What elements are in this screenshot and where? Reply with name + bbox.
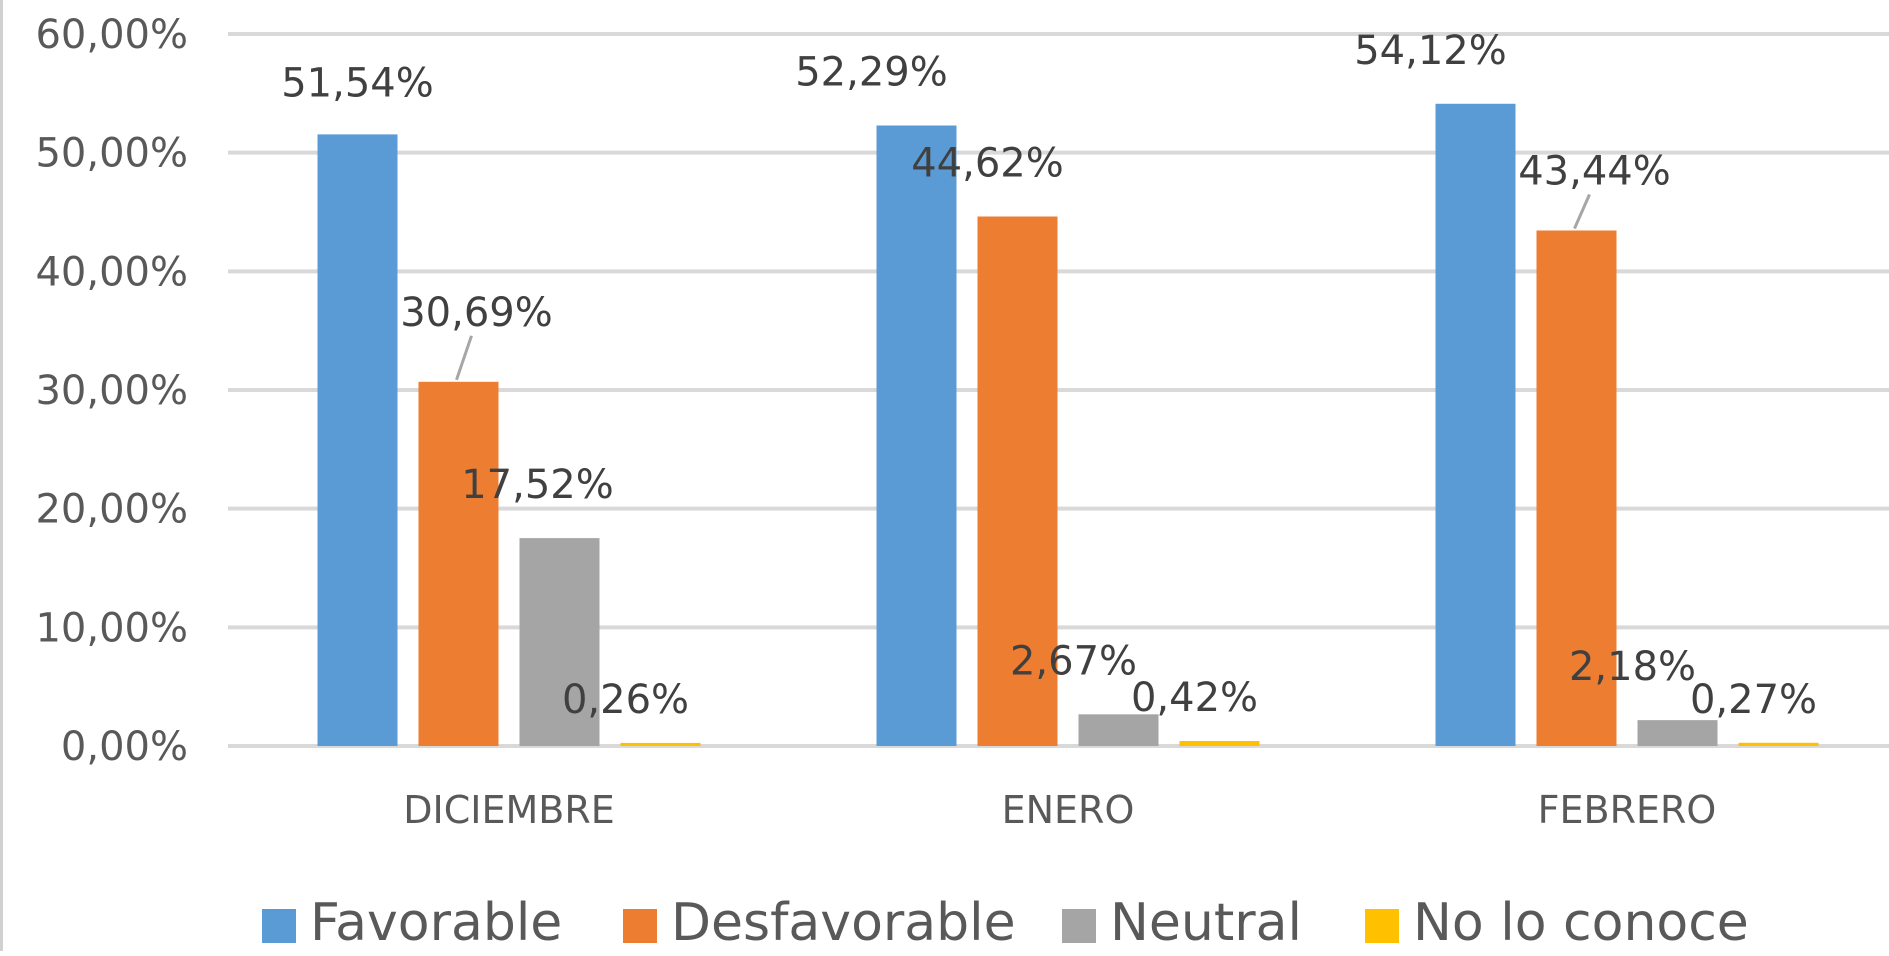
y-axis-ticks: 0,00% 10,00% 20,00% 30,00% 40,00% 50,00% 60,00… [35, 12, 188, 770]
legend-swatch [1062, 909, 1096, 943]
data-label: 43,44% [1518, 149, 1671, 195]
bar-no-lo-conoce-diciembre [620, 742, 701, 746]
data-label: 54,12% [1354, 28, 1507, 74]
x-category-label: ENERO [1002, 788, 1135, 832]
y-tick-label: 50,00% [35, 131, 188, 177]
bar-favorable-febrero [1435, 103, 1516, 746]
bar-no-lo-conoce-febrero [1738, 742, 1819, 746]
y-tick-label: 0,00% [61, 724, 188, 770]
data-label: 51,54% [281, 60, 434, 106]
data-label: 17,52% [461, 462, 614, 508]
data-label: 0,42% [1131, 675, 1258, 721]
data-label: 30,69% [400, 290, 553, 336]
data-label: 2,18% [1569, 644, 1696, 690]
data-label: 0,27% [1690, 677, 1817, 723]
bar-neutral-enero [1078, 714, 1159, 746]
bar-neutral-diciembre [519, 538, 600, 746]
legend-label: No lo conoce [1413, 893, 1749, 951]
bars [317, 103, 1819, 747]
x-category-label: DICIEMBRE [403, 788, 615, 832]
bar-neutral-febrero [1637, 720, 1718, 746]
data-labels: 51,54% 30,69% 17,52% 0,26% 52,29% 44,62% 2,67%… [281, 28, 1817, 723]
y-tick-label: 60,00% [35, 12, 188, 58]
gridlines [228, 32, 1889, 748]
legend-label: Favorable [310, 893, 562, 951]
legend-swatch [1365, 909, 1399, 943]
legend-swatch [623, 909, 657, 943]
legend-label: Neutral [1110, 893, 1302, 951]
bar-desfavorable-enero [977, 216, 1058, 746]
left-border [0, 0, 3, 951]
bar-favorable-enero [876, 125, 957, 746]
data-label: 52,29% [795, 49, 948, 95]
data-label: 44,62% [911, 141, 1064, 187]
legend-label: Desfavorable [671, 893, 1016, 951]
y-tick-label: 40,00% [35, 249, 188, 295]
bar-desfavorable-diciembre [418, 381, 499, 746]
leader-line [1573, 193, 1591, 230]
y-tick-label: 10,00% [35, 605, 188, 651]
x-axis-categories: DICIEMBRE ENERO FEBRERO [403, 788, 1716, 832]
y-tick-label: 30,00% [35, 368, 188, 414]
leader-line [455, 335, 473, 381]
data-label: 0,26% [562, 677, 689, 723]
bar-desfavorable-febrero [1536, 230, 1617, 747]
legend-swatch [262, 909, 296, 943]
x-category-label: FEBRERO [1538, 788, 1717, 832]
bar-favorable-diciembre [317, 134, 398, 747]
leader-lines [455, 193, 1591, 381]
legend: Favorable Desfavorable Neutral No lo conoce [262, 893, 1749, 953]
y-tick-label: 20,00% [35, 487, 188, 533]
bar-no-lo-conoce-enero [1179, 741, 1260, 746]
data-label: 2,67% [1010, 638, 1137, 684]
